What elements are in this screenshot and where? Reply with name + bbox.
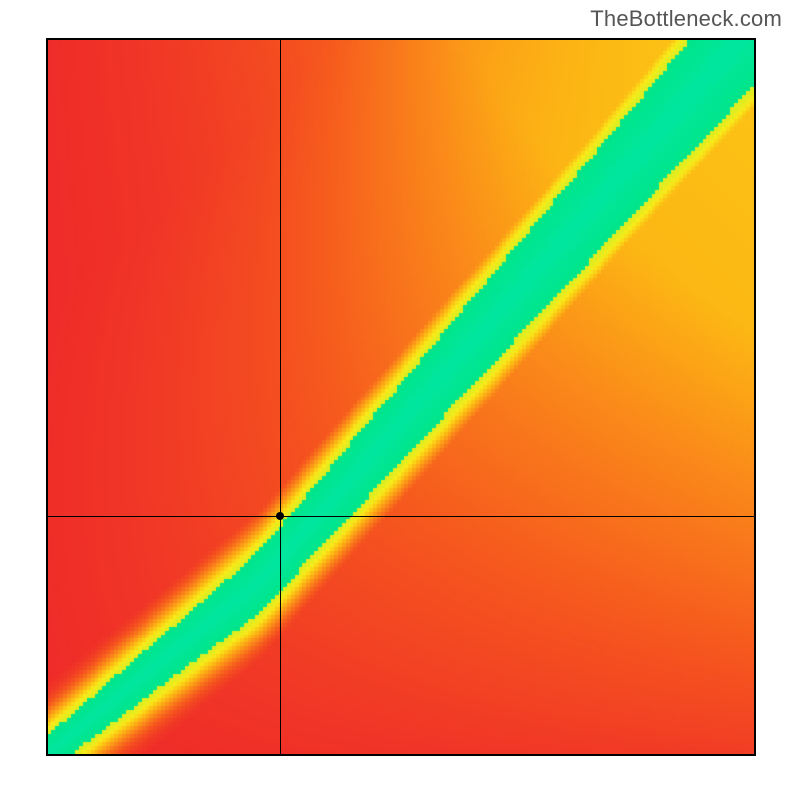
crosshair-horizontal-line (48, 516, 754, 517)
plot-frame (46, 38, 756, 756)
crosshair-marker-dot (276, 512, 284, 520)
chart-container: TheBottleneck.com (0, 0, 800, 800)
watermark-text: TheBottleneck.com (590, 6, 782, 32)
crosshair-vertical-line (280, 40, 281, 754)
heatmap-canvas (48, 40, 754, 754)
